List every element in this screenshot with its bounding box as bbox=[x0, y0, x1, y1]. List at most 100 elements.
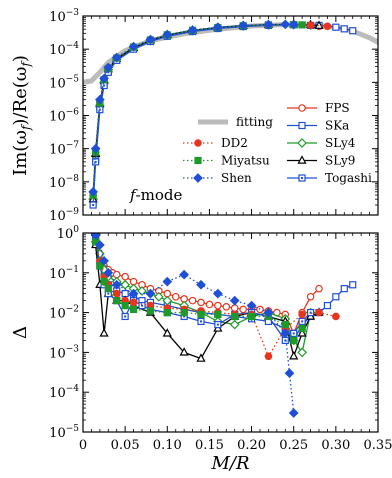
point-shen bbox=[90, 143, 101, 154]
point-ska bbox=[332, 293, 340, 301]
point-ska bbox=[349, 281, 357, 289]
point-togashi-center bbox=[200, 320, 202, 323]
point-shen bbox=[288, 408, 299, 418]
panel-bottom: 10−5 10−4 10−3 10−2 10−1 100 0 0.05 0.10 0.15 0.20… bbox=[10, 225, 392, 474]
point-fps bbox=[214, 301, 222, 310]
point-miyatsu bbox=[146, 307, 155, 315]
point-shen bbox=[263, 307, 274, 318]
point-fps bbox=[197, 298, 205, 307]
point-miyatsu bbox=[104, 285, 112, 293]
point-togashi-center bbox=[309, 311, 312, 314]
point-shen bbox=[95, 240, 105, 250]
y-axis-label-bottom: Δ bbox=[10, 326, 31, 339]
point-miyatsu bbox=[180, 309, 188, 317]
point-fps bbox=[171, 292, 180, 301]
point-shen bbox=[145, 34, 156, 45]
point-sly9 bbox=[99, 328, 109, 337]
point-fps bbox=[188, 296, 197, 305]
point-sly9 bbox=[179, 347, 189, 356]
point-sly4 bbox=[137, 286, 147, 296]
point-shen bbox=[111, 279, 122, 290]
point-fps bbox=[205, 300, 214, 309]
y-tick-label: 10−1 bbox=[49, 265, 79, 282]
point-shen bbox=[111, 52, 122, 63]
y-tick-label: 10−4 bbox=[49, 41, 79, 58]
point-togashi-center bbox=[141, 304, 143, 307]
legend-item-shen: Shen bbox=[183, 171, 252, 185]
point-miyatsu bbox=[214, 310, 222, 319]
legend-label: SLy9 bbox=[325, 154, 355, 168]
x-tick-label: 0 bbox=[79, 438, 87, 453]
point-dd2 bbox=[323, 22, 332, 31]
point-shen bbox=[95, 94, 105, 105]
legend-item-fps: FPS bbox=[287, 101, 350, 115]
point-shen bbox=[284, 368, 295, 379]
point-miyatsu bbox=[100, 278, 108, 286]
point-shen bbox=[99, 73, 109, 84]
point-togashi-center bbox=[292, 332, 295, 335]
point-togashi-center bbox=[124, 315, 127, 318]
annotation-f-mode: f-mode bbox=[129, 186, 182, 204]
legend-item-dd2: DD2 bbox=[183, 136, 248, 150]
x-tick-label: 0.05 bbox=[111, 438, 140, 453]
legend-marker bbox=[298, 104, 306, 112]
y-tick-label: 10−5 bbox=[49, 424, 79, 441]
point-shen bbox=[103, 267, 114, 278]
point-miyatsu bbox=[163, 309, 171, 317]
x-tick-label: 0.30 bbox=[321, 438, 350, 453]
point-togashi-center bbox=[216, 323, 219, 326]
x-tick-labels: 0 0.05 0.10 0.15 0.20 0.25 0.30 0.35 bbox=[79, 438, 392, 453]
x-tick-label: 0.35 bbox=[364, 438, 392, 453]
point-shen bbox=[213, 22, 223, 33]
x-tick-label: 0.15 bbox=[195, 438, 224, 453]
point-sly4 bbox=[229, 319, 240, 330]
point-shen bbox=[246, 300, 257, 311]
point-miyatsu bbox=[281, 320, 289, 329]
legend-marker bbox=[194, 156, 202, 165]
point-shen bbox=[280, 328, 291, 339]
x-axis-label: M/R bbox=[210, 453, 249, 474]
y-tick-label: 10−8 bbox=[49, 174, 79, 191]
y-tick-label: 10−3 bbox=[49, 8, 79, 25]
point-sly9 bbox=[289, 351, 299, 360]
point-sly9 bbox=[162, 328, 172, 337]
legend-label: SKa bbox=[325, 119, 349, 133]
x-tick-label: 0.10 bbox=[153, 438, 182, 453]
legend: fitting FPS SKa SLy4 SLy9 Togashi DD2 Miyatsu Sh… bbox=[183, 101, 372, 185]
point-miyatsu bbox=[121, 301, 129, 310]
legend-marker bbox=[193, 173, 203, 183]
plot-area-bottom bbox=[90, 233, 357, 418]
point-dd2 bbox=[332, 312, 340, 321]
point-dd2 bbox=[306, 21, 315, 29]
legend-item-miyatsu: Miyatsu bbox=[183, 154, 270, 168]
point-shen bbox=[162, 29, 173, 40]
point-shen bbox=[128, 288, 139, 299]
point-miyatsu bbox=[298, 324, 306, 333]
legend-marker bbox=[298, 121, 306, 130]
legend-marker bbox=[297, 138, 307, 148]
y-tick-label: 10−6 bbox=[49, 108, 79, 125]
point-shen bbox=[229, 295, 240, 306]
point-shen bbox=[88, 186, 98, 197]
point-miyatsu bbox=[290, 336, 298, 345]
point-ska bbox=[332, 23, 340, 31]
legend-marker-center bbox=[301, 177, 303, 179]
point-shen bbox=[103, 62, 114, 73]
point-ska bbox=[323, 301, 332, 310]
legend-item-fitting: fitting bbox=[198, 115, 273, 129]
point-shen bbox=[196, 279, 206, 290]
point-miyatsu bbox=[129, 305, 138, 314]
y-tick-label: 10−5 bbox=[49, 74, 79, 91]
point-fps bbox=[315, 284, 323, 293]
legend-item-sly4: SLy4 bbox=[287, 136, 356, 150]
point-miyatsu bbox=[298, 21, 306, 29]
legend-item-ska: SKa bbox=[287, 119, 349, 133]
legend-label: fitting bbox=[236, 115, 273, 129]
y-tick-label: 10−4 bbox=[49, 384, 79, 401]
point-togashi-center bbox=[284, 339, 287, 342]
point-togashi-center bbox=[103, 84, 106, 87]
point-shen bbox=[238, 20, 248, 31]
point-miyatsu bbox=[197, 310, 205, 319]
